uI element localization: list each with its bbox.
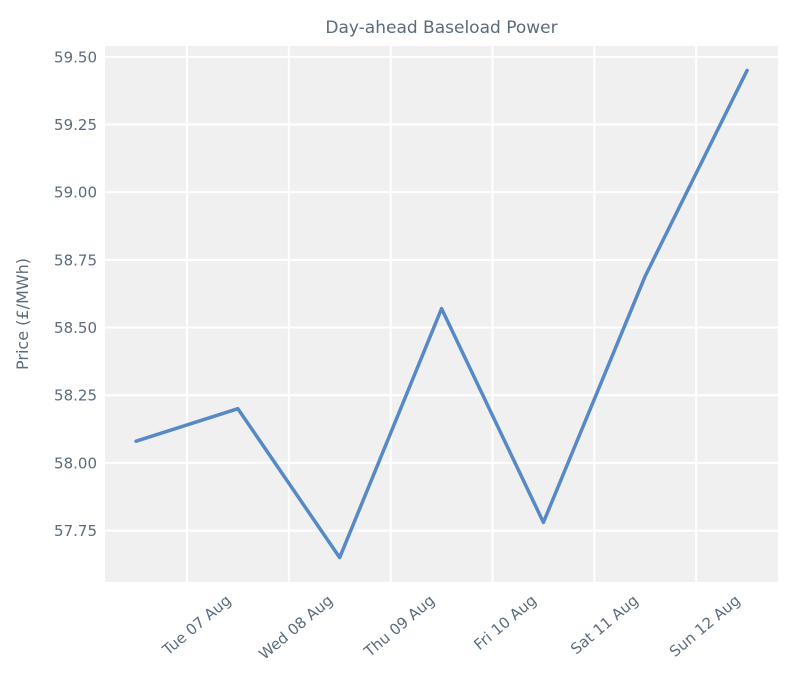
chart-title: Day-ahead Baseload Power (325, 18, 558, 38)
x-tick-label: Sat 11 Aug (567, 591, 642, 658)
x-tick-label: Thu 09 Aug (360, 591, 438, 661)
y-tick-label: 58.25 (54, 387, 97, 405)
y-tick-label: 59.00 (54, 184, 97, 202)
plot-area (105, 46, 778, 582)
y-tick-label: 59.50 (54, 48, 97, 66)
x-tick-label: Fri 10 Aug (470, 591, 540, 654)
x-tick-label: Tue 07 Aug (158, 591, 234, 659)
y-axis-label: Price (£/MWh) (13, 258, 32, 370)
y-tick-label: 58.50 (54, 319, 97, 337)
price-line (134, 68, 749, 560)
y-tick-label: 58.00 (54, 454, 97, 472)
y-tick-label: 57.75 (54, 522, 97, 540)
x-tick-label: Wed 08 Aug (255, 591, 336, 663)
x-tick-label: Sun 12 Aug (666, 591, 744, 660)
y-tick-label: 58.75 (54, 251, 97, 269)
y-tick-label: 59.25 (54, 116, 97, 134)
